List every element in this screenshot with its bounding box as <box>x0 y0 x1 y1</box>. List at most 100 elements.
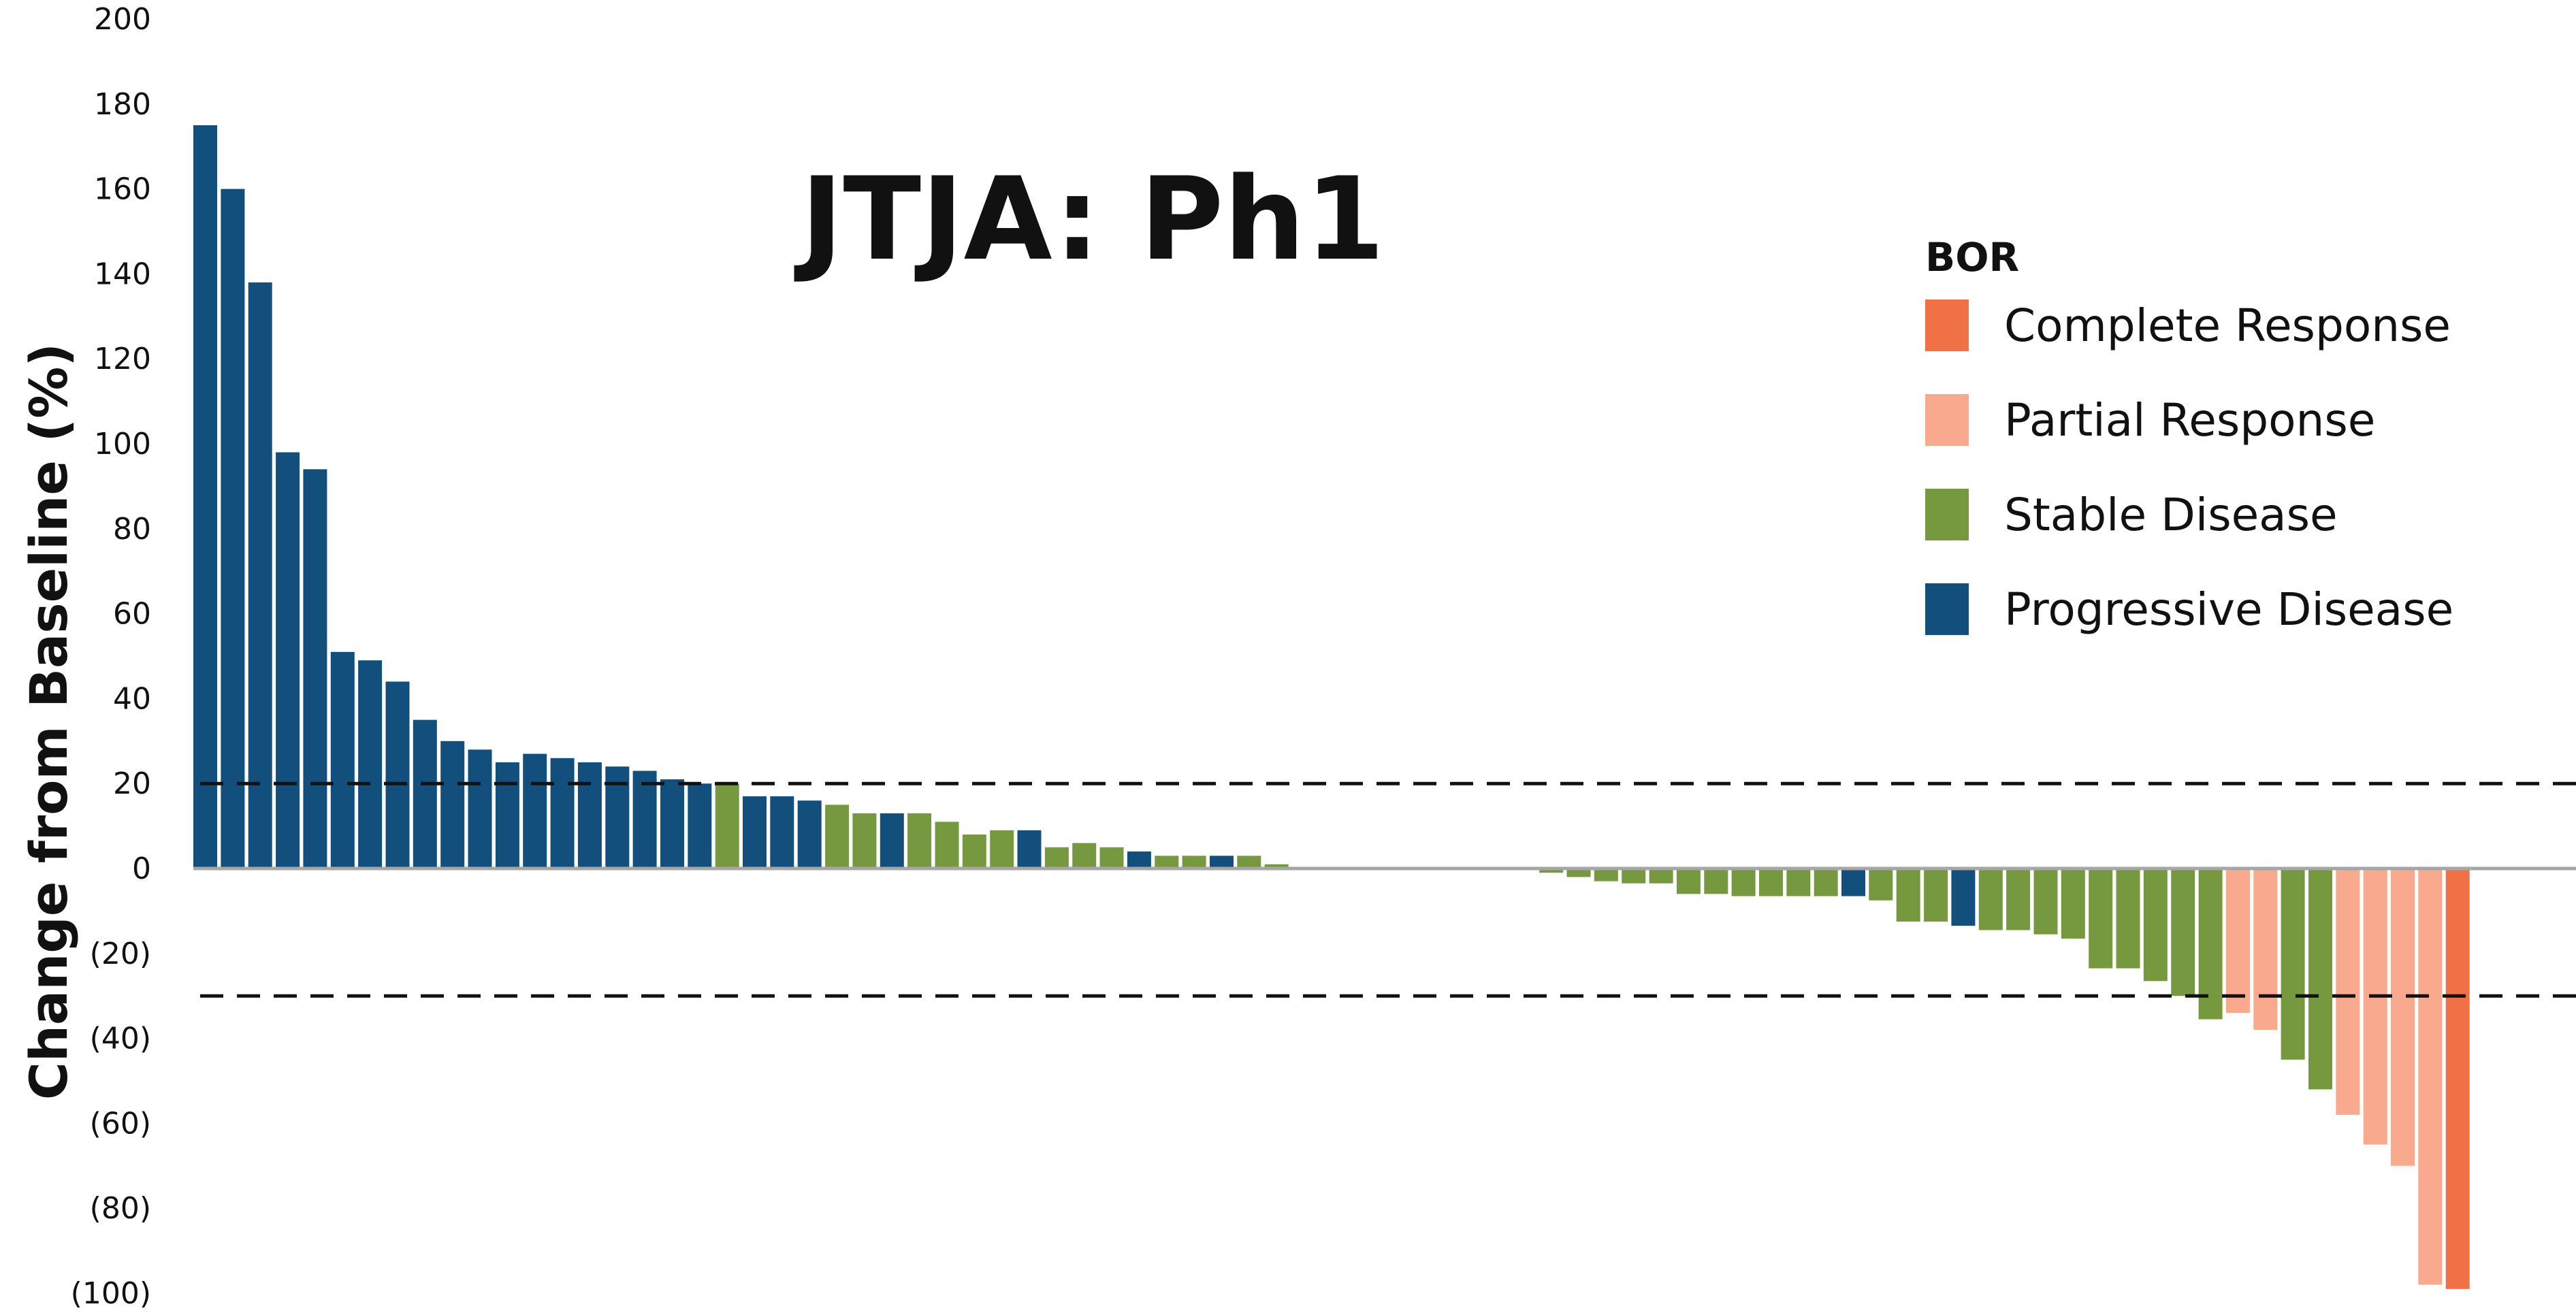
bar-sd <box>907 813 932 868</box>
bar-pd <box>577 762 602 868</box>
legend-label-sd: Stable Disease <box>2004 489 2338 541</box>
bar-sd <box>1786 868 1811 896</box>
bars <box>193 125 2470 1289</box>
bar-sd <box>1099 847 1124 868</box>
bar-pd <box>770 796 794 868</box>
legend: BOR Complete Response Partial Response Sta… <box>1925 234 2453 636</box>
bar-sd <box>2308 868 2332 1090</box>
bar-sd <box>1594 868 1618 881</box>
y-tick-label: 0 <box>132 851 151 886</box>
y-axis-label: Change from Baseline (%) <box>18 343 79 1100</box>
bar-sd <box>715 783 739 868</box>
bar-pd <box>276 452 300 868</box>
bar-sd <box>2281 868 2305 1060</box>
legend-title: BOR <box>1925 234 2019 280</box>
bar-pr <box>2336 868 2360 1115</box>
bar-sd <box>1704 868 1728 894</box>
y-tick-label: 140 <box>94 257 151 291</box>
legend-swatch-cr <box>1925 299 1969 351</box>
y-tick-label: (20) <box>90 937 151 971</box>
bar-sd <box>935 822 959 868</box>
bar-pd <box>221 189 245 869</box>
bar-sd <box>1676 868 1701 894</box>
y-tick-label: 180 <box>94 87 151 122</box>
y-tick-label: 80 <box>113 512 151 547</box>
reference-lines <box>200 781 2576 998</box>
bar-pd <box>1210 856 1234 868</box>
legend-label-cr: Complete Response <box>2004 299 2451 352</box>
bar-sd <box>852 813 877 868</box>
bar-pd <box>880 813 904 868</box>
bar-pd <box>797 800 822 868</box>
bar-sd <box>2033 868 2058 935</box>
legend-swatch-pd <box>1925 583 1969 635</box>
bar-sd <box>1869 868 1893 900</box>
bar-pd <box>1127 851 1151 868</box>
bar-pd <box>468 749 492 868</box>
bar-pr <box>2363 868 2387 1145</box>
bar-pd <box>632 770 657 868</box>
bar-sd <box>2198 868 2223 1020</box>
bar-pd <box>688 783 712 868</box>
legend-swatch-sd <box>1925 489 1969 540</box>
bar-pd <box>330 651 355 868</box>
bar-pd <box>440 741 465 868</box>
bar-pr <box>2253 868 2278 1030</box>
y-tick-label: (40) <box>90 1022 151 1056</box>
bar-sd <box>2089 868 2113 969</box>
bar-sd <box>990 830 1014 868</box>
legend-label-pd: Progressive Disease <box>2004 583 2453 636</box>
legend-label-pr: Partial Response <box>2004 394 2375 447</box>
bar-sd <box>1044 847 1069 868</box>
bar-pd <box>1841 868 1865 896</box>
bar-sd <box>1264 864 1289 868</box>
bar-pd <box>523 753 547 868</box>
bar-sd <box>2006 868 2031 930</box>
bar-sd <box>1622 868 1646 883</box>
bar-cr <box>2445 868 2470 1289</box>
bar-pd <box>248 282 272 868</box>
bar-sd <box>1896 868 1920 922</box>
y-tick-label: 40 <box>113 681 151 716</box>
bar-sd <box>1237 856 1261 868</box>
bar-pd <box>743 796 767 868</box>
bar-pd <box>660 779 684 868</box>
bar-sd <box>2143 868 2168 981</box>
y-tick-label: (100) <box>71 1276 151 1311</box>
y-tick-label: 160 <box>94 172 151 207</box>
bar-sd <box>2061 868 2085 939</box>
bar-pd <box>193 125 217 868</box>
chart-title: JTJA: Ph1 <box>794 152 1385 286</box>
bar-sd <box>1814 868 1838 896</box>
y-tick-label: 60 <box>113 597 151 632</box>
bar-pd <box>550 758 575 868</box>
bar-sd <box>1155 856 1179 868</box>
bar-pd <box>303 469 327 868</box>
bar-pr <box>2391 868 2415 1166</box>
bar-pd <box>605 766 630 868</box>
y-tick-label: 120 <box>94 342 151 376</box>
bar-pr <box>2225 868 2250 1013</box>
y-tick-label: (80) <box>90 1191 151 1226</box>
y-tick-label: (60) <box>90 1106 151 1141</box>
y-tick-label: 100 <box>94 427 151 461</box>
bar-sd <box>1539 868 1564 873</box>
bar-pd <box>1017 830 1042 868</box>
bar-sd <box>2171 868 2195 996</box>
legend-swatch-pr <box>1925 394 1969 446</box>
bar-pd <box>358 660 383 868</box>
bar-sd <box>1072 843 1097 868</box>
bar-pd <box>385 681 410 868</box>
y-tick-label: 20 <box>113 766 151 801</box>
bar-pr <box>2418 868 2443 1285</box>
y-axis-ticks: 200180160140120100806040200(20)(40)(60)(… <box>71 2 151 1311</box>
bar-pd <box>1951 868 1976 926</box>
bar-sd <box>962 834 986 868</box>
bar-sd <box>2116 868 2140 969</box>
bar-sd <box>1924 868 1948 922</box>
bar-sd <box>1649 868 1673 883</box>
bar-sd <box>1978 868 2003 930</box>
bar-sd <box>1182 856 1206 868</box>
bar-pd <box>413 719 437 868</box>
